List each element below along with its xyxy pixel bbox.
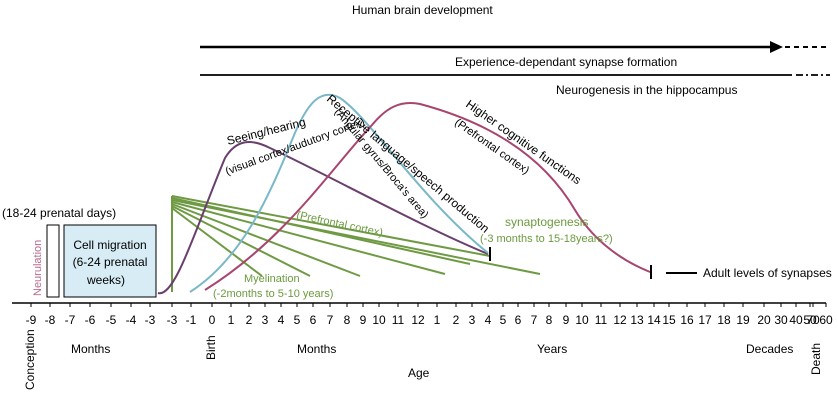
axis-tick-label: -9: [26, 313, 37, 327]
axis-tick-label: -3: [145, 313, 156, 327]
axis-tick-marks: [30, 303, 827, 307]
axis-tick-label: 7: [531, 313, 538, 327]
axis-tick-label: -3: [167, 313, 178, 327]
cell-migration-line-3: weeks): [86, 273, 125, 287]
arrow-head-icon: [770, 41, 783, 53]
myelination-range-label: (-2months to 5-10 years): [213, 288, 333, 300]
neurulation-label: Neurulation: [32, 240, 44, 296]
axis-tick-label: 9: [360, 313, 367, 327]
axis-tick-label: 14: [647, 313, 661, 327]
cell-migration-line-1: Cell migration: [73, 238, 146, 252]
axis-tick-label: 30: [774, 313, 788, 327]
green-lines: [171, 195, 541, 292]
higher-cognitive-curve: [204, 102, 651, 291]
years-label: Years: [537, 342, 567, 356]
diagram-title: Human brain development: [352, 3, 493, 17]
adult-levels-label: Adult levels of synapses: [703, 266, 832, 280]
seeing-hearing-curve: [157, 141, 489, 295]
axis-tick-label: 19: [736, 313, 750, 327]
axis-tick-label: -8: [45, 313, 56, 327]
axis-title: Age: [408, 366, 430, 380]
receptive-language-curve: [189, 93, 489, 293]
axis-tick-label: 15: [662, 313, 676, 327]
axis-tick-label: -5: [106, 313, 117, 327]
cell-migration-line-2: (6-24 prenatal: [73, 255, 148, 269]
curves: [157, 93, 651, 295]
decades-label: Decades: [746, 342, 793, 356]
axis-tick-labels: -9 -8 -7 -6 -5 -4 -3 -3 -1 0 1 2 3 4 5 6 7 8 9 10 11 12 1 2 3 4 5 6…: [26, 313, 833, 327]
conception-label: Conception: [23, 329, 37, 390]
axis-tick-label: 6: [515, 313, 522, 327]
neurulation-box: [46, 224, 60, 298]
axis-tick-label: 20: [757, 313, 771, 327]
axis-tick-label: 9: [563, 313, 570, 327]
axis-tick-label: 11: [392, 313, 405, 327]
birth-label: Birth: [204, 335, 218, 360]
axis-tick-label: 8: [344, 313, 351, 327]
axis-tick-label: 0: [209, 313, 216, 327]
neurulation-days-label: (18-24 prenatal days): [2, 206, 116, 220]
axis-tick-label: -7: [65, 313, 76, 327]
receptive-language-label: Receptive language/speech production: [324, 92, 492, 236]
synapse-formation-bar: [200, 41, 830, 53]
axis-tick-label: 50: [803, 313, 817, 327]
axis-tick-label: 3: [262, 313, 269, 327]
months-postnatal-label: Months: [297, 342, 336, 356]
axis-tick-label: 4: [485, 313, 492, 327]
neurogenesis-label: Neurogenesis in the hippocampus: [556, 83, 737, 97]
axis-tick-label: 12: [613, 313, 627, 327]
axis-tick-label: 12: [411, 313, 425, 327]
axis-tick-label: 1: [228, 313, 235, 327]
axis-tick-label: 17: [698, 313, 712, 327]
axis-tick-label: 7: [327, 313, 334, 327]
axis-tick-label: 18: [717, 313, 731, 327]
months-prenatal-label: Months: [71, 342, 110, 356]
axis-tick-label: 10: [372, 313, 386, 327]
axis-tick-label: 8: [546, 313, 553, 327]
synaptogenesis-range-label: (-3 months to 15-18years?): [480, 233, 613, 245]
axis-tick-label: 70: [806, 313, 820, 327]
synaptogenesis-label: synaptogenesis: [505, 215, 588, 229]
axis-tick-label: 11: [595, 313, 608, 327]
axis-tick-label: 1: [434, 313, 441, 327]
axis-tick-label: 60: [819, 313, 833, 327]
axis-tick-label: -6: [85, 313, 96, 327]
axis-tick-label: 40: [789, 313, 803, 327]
death-label: Death: [809, 343, 823, 375]
cell-migration-box: [63, 224, 157, 298]
axis-tick-label: 16: [680, 313, 694, 327]
axis-tick-label: 5: [500, 313, 507, 327]
axis-tick-label: 10: [575, 313, 589, 327]
axis-tick-label: 4: [278, 313, 285, 327]
myelination-label: Myelination: [244, 273, 300, 285]
axis-tick-label: -4: [126, 313, 137, 327]
axis-tick-label: -1: [186, 313, 197, 327]
axis-tick-label: 3: [469, 313, 476, 327]
axis-tick-label: 13: [630, 313, 644, 327]
synapse-formation-label: Experience-dependant synapse formation: [455, 55, 677, 69]
axis-tick-label: 2: [453, 313, 460, 327]
axis-tick-label: 2: [246, 313, 253, 327]
axis-tick-label: 6: [310, 313, 317, 327]
axis-tick-label: 5: [294, 313, 301, 327]
